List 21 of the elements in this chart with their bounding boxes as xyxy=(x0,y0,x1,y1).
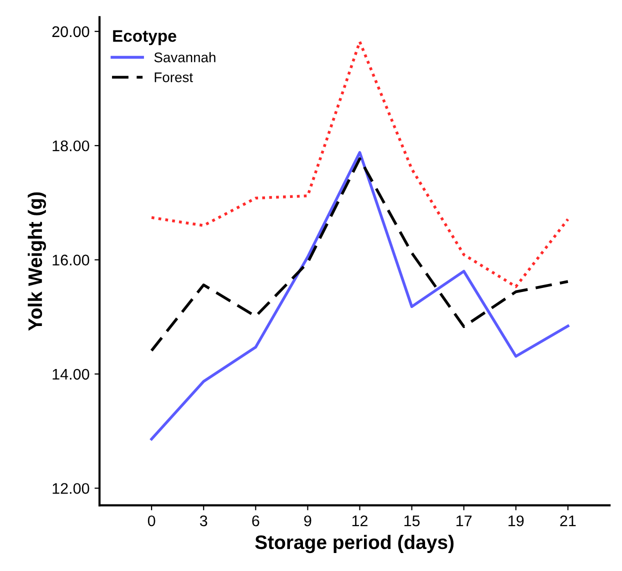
legend-label: Forest xyxy=(154,72,193,82)
line-series xyxy=(150,151,570,440)
legend-title: Ecotype xyxy=(113,30,176,46)
x-tick-label: 12 xyxy=(352,515,368,526)
y-tick-label: 20.00 xyxy=(52,26,90,38)
x-tick-label: 9 xyxy=(304,515,312,526)
x-tick-label: 3 xyxy=(200,515,208,526)
x-axis-title: Storage period (days) xyxy=(255,534,454,554)
y-tick-label: 14.00 xyxy=(52,368,90,380)
x-tick-label: 17 xyxy=(456,516,472,526)
y-tick-label: 16.00 xyxy=(52,254,90,266)
y-tick-label: 18.00 xyxy=(52,140,90,152)
legend-label: Savannah xyxy=(154,52,216,62)
x-tick-label: 15 xyxy=(404,516,420,526)
x-tick-label: 0 xyxy=(148,515,156,526)
x-tick-label: 6 xyxy=(252,515,260,526)
y-tick-label: 12.00 xyxy=(52,483,90,494)
x-tick-label: 19 xyxy=(508,515,524,526)
x-tick-label: 21 xyxy=(560,515,576,526)
y-axis-title: Yolk Weight (g) xyxy=(28,192,46,331)
line-series xyxy=(150,157,570,352)
